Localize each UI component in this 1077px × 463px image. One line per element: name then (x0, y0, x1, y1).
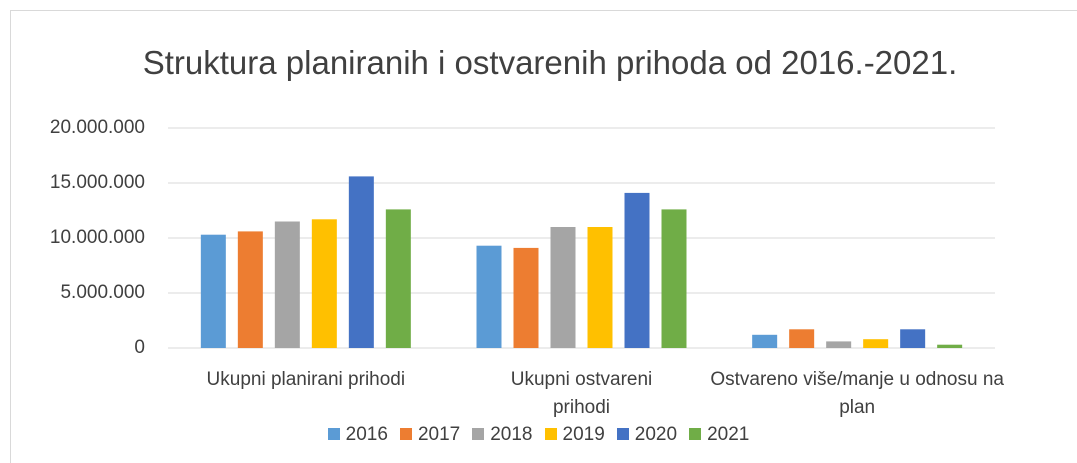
legend-label: 2016 (345, 424, 388, 445)
bar (826, 341, 852, 348)
bar (348, 176, 374, 348)
y-tick-label: 10.000.000 (50, 227, 145, 248)
legend-swatch (689, 428, 702, 440)
bar (513, 247, 539, 348)
legend-label: 2018 (490, 424, 533, 445)
y-tick-label: 5.000.000 (60, 282, 145, 303)
legend-swatch (399, 428, 412, 440)
legend: 2016 2017 2018 2019 2020 2021 (0, 424, 1077, 446)
legend-swatch (327, 428, 340, 440)
bar (789, 329, 815, 348)
legend-swatch (472, 428, 485, 440)
bar (311, 219, 337, 348)
bar (385, 209, 411, 348)
x-tick-label: Ostvareno više/manje u odnosu na plan (710, 369, 1004, 418)
legend-swatch (544, 428, 557, 440)
legend-item: 2018 (472, 424, 533, 446)
legend-item: 2017 (399, 424, 461, 446)
legend-label: 2021 (707, 424, 750, 445)
legend-swatch (616, 428, 629, 440)
bar (274, 221, 300, 348)
bar (661, 209, 687, 348)
legend-label: 2020 (634, 424, 678, 445)
x-tick-label: Ukupni ostvareni prihodi (510, 369, 653, 418)
legend-label: 2017 (417, 424, 461, 445)
bar (237, 231, 263, 348)
y-tick-label: 0 (134, 337, 145, 358)
y-tick-label: 20.000.000 (50, 117, 145, 138)
x-tick-label: Ukupni planirani prihodi (206, 369, 406, 390)
legend-item: 2019 (544, 424, 605, 446)
y-tick-label: 15.000.000 (50, 172, 145, 193)
bar (937, 344, 963, 348)
chart-border (10, 10, 1077, 463)
bar (863, 339, 889, 348)
bar (624, 192, 650, 348)
legend-item: 2021 (689, 424, 749, 446)
bar (752, 334, 778, 348)
legend-item: 2020 (616, 424, 678, 446)
legend-label: 2019 (562, 424, 605, 445)
chart-title: Struktura planiranih i ostvarenih prihod… (142, 44, 958, 81)
bar (200, 234, 226, 348)
bar (550, 227, 576, 348)
bar (476, 245, 502, 348)
legend-item: 2016 (327, 424, 388, 446)
bar (900, 329, 926, 348)
bar (587, 227, 613, 348)
